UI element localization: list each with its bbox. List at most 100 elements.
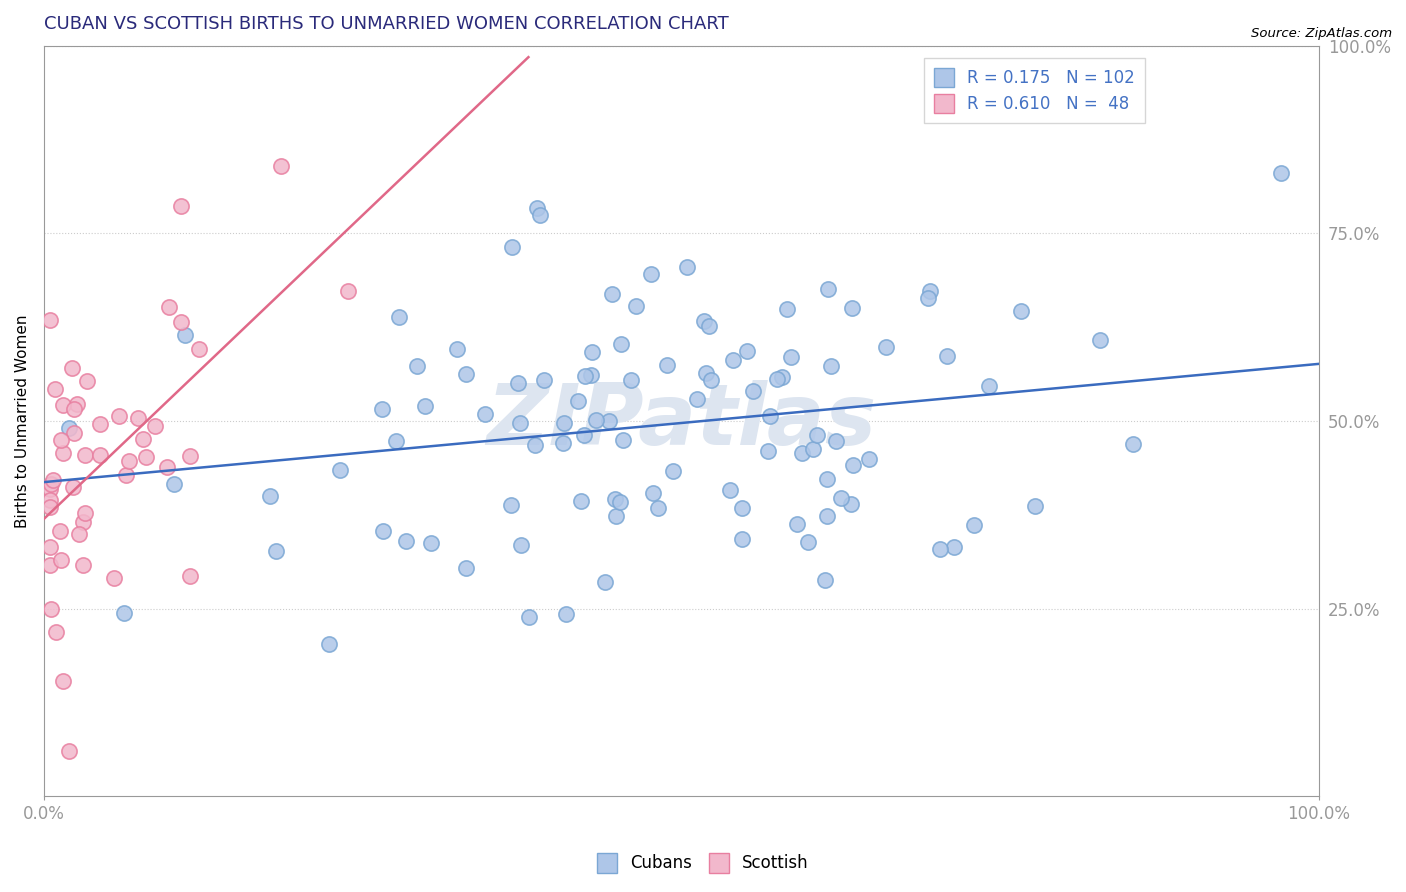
Point bbox=[501, 240, 523, 254]
Point bbox=[49, 434, 72, 448]
Point bbox=[695, 366, 717, 380]
Point bbox=[1088, 333, 1111, 347]
Point bbox=[841, 301, 863, 315]
Point bbox=[920, 285, 942, 299]
Point bbox=[675, 260, 697, 275]
Point bbox=[39, 493, 62, 508]
Point bbox=[612, 433, 634, 447]
Point bbox=[103, 571, 125, 585]
Point bbox=[188, 343, 211, 357]
Point bbox=[815, 472, 838, 486]
Point bbox=[72, 515, 94, 529]
Point bbox=[135, 450, 157, 464]
Point bbox=[579, 368, 602, 382]
Point bbox=[1010, 304, 1032, 318]
Point bbox=[67, 527, 90, 541]
Point bbox=[73, 448, 96, 462]
Point bbox=[686, 392, 709, 406]
Point bbox=[917, 291, 939, 305]
Point bbox=[39, 313, 62, 327]
Point bbox=[108, 409, 131, 424]
Point bbox=[730, 501, 752, 516]
Point bbox=[553, 436, 575, 450]
Point bbox=[454, 561, 477, 575]
Point bbox=[770, 370, 793, 384]
Point bbox=[170, 315, 193, 329]
Point bbox=[48, 524, 70, 539]
Point bbox=[62, 401, 84, 416]
Point bbox=[112, 606, 135, 620]
Point bbox=[943, 540, 966, 554]
Point bbox=[1024, 500, 1046, 514]
Point bbox=[395, 534, 418, 549]
Point bbox=[179, 569, 201, 583]
Point bbox=[39, 540, 62, 554]
Point bbox=[626, 299, 648, 313]
Point bbox=[318, 637, 340, 651]
Point bbox=[519, 610, 541, 624]
Point bbox=[858, 452, 880, 467]
Point bbox=[529, 209, 551, 223]
Point bbox=[163, 477, 186, 491]
Point bbox=[370, 401, 392, 416]
Point bbox=[801, 442, 824, 457]
Point bbox=[569, 494, 592, 508]
Point bbox=[875, 340, 897, 354]
Point bbox=[533, 373, 555, 387]
Text: ZIPatlas: ZIPatlas bbox=[486, 380, 876, 463]
Point bbox=[655, 359, 678, 373]
Point bbox=[179, 449, 201, 463]
Point bbox=[936, 350, 959, 364]
Point bbox=[420, 535, 443, 549]
Point bbox=[42, 473, 65, 487]
Point bbox=[157, 300, 180, 314]
Point bbox=[797, 535, 820, 549]
Point bbox=[817, 282, 839, 296]
Point bbox=[814, 574, 837, 588]
Point bbox=[555, 607, 578, 621]
Point bbox=[977, 379, 1000, 393]
Point bbox=[780, 350, 803, 364]
Point bbox=[820, 359, 842, 373]
Point bbox=[842, 458, 865, 473]
Point bbox=[501, 498, 523, 512]
Point bbox=[474, 407, 496, 421]
Point bbox=[52, 673, 75, 688]
Point bbox=[610, 337, 633, 351]
Point bbox=[328, 463, 350, 477]
Point bbox=[620, 373, 643, 387]
Point bbox=[1270, 166, 1292, 180]
Point bbox=[508, 376, 530, 390]
Point bbox=[76, 374, 98, 388]
Point bbox=[39, 601, 62, 615]
Point bbox=[815, 508, 838, 523]
Point bbox=[1122, 437, 1144, 451]
Point bbox=[928, 542, 950, 557]
Point bbox=[456, 367, 478, 381]
Point bbox=[406, 359, 429, 373]
Point bbox=[662, 465, 685, 479]
Point bbox=[118, 454, 141, 468]
Point bbox=[718, 483, 741, 498]
Point bbox=[174, 327, 197, 342]
Point bbox=[127, 411, 149, 425]
Point bbox=[39, 477, 62, 491]
Point bbox=[731, 533, 754, 547]
Point bbox=[741, 384, 763, 398]
Point bbox=[581, 345, 603, 359]
Point bbox=[647, 500, 669, 515]
Point bbox=[830, 491, 852, 505]
Point bbox=[156, 459, 179, 474]
Legend: R = 0.175   N = 102, R = 0.610   N =  48: R = 0.175 N = 102, R = 0.610 N = 48 bbox=[924, 58, 1144, 123]
Point bbox=[58, 420, 80, 434]
Point bbox=[567, 393, 589, 408]
Point bbox=[693, 314, 716, 328]
Point bbox=[143, 419, 166, 434]
Point bbox=[66, 396, 89, 410]
Point bbox=[524, 438, 547, 452]
Point bbox=[776, 302, 799, 317]
Point bbox=[600, 287, 623, 301]
Point bbox=[806, 428, 828, 442]
Point bbox=[593, 574, 616, 589]
Point bbox=[510, 538, 533, 552]
